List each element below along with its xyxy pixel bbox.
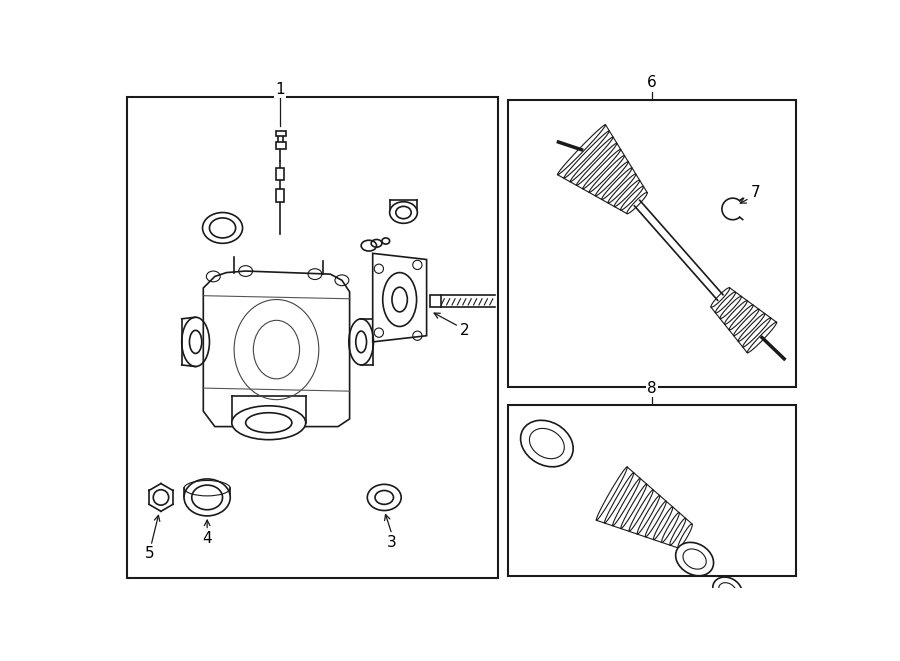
Bar — [276, 168, 284, 180]
Bar — [276, 141, 285, 149]
Ellipse shape — [232, 406, 306, 440]
Ellipse shape — [529, 428, 564, 459]
Ellipse shape — [520, 420, 573, 467]
Ellipse shape — [713, 577, 742, 603]
Ellipse shape — [676, 543, 714, 576]
Polygon shape — [373, 253, 427, 342]
Bar — [275, 131, 286, 136]
Polygon shape — [203, 271, 349, 426]
Bar — [508, 100, 796, 387]
Text: 4: 4 — [202, 531, 212, 546]
Text: 1: 1 — [275, 82, 285, 97]
Ellipse shape — [807, 655, 860, 661]
Text: 5: 5 — [145, 546, 154, 561]
Ellipse shape — [367, 485, 401, 510]
Ellipse shape — [184, 479, 230, 516]
Ellipse shape — [390, 202, 418, 223]
Text: 2: 2 — [460, 323, 470, 338]
Text: 6: 6 — [647, 75, 657, 91]
Bar — [276, 190, 284, 202]
Bar — [508, 405, 796, 576]
Text: 7: 7 — [751, 184, 760, 200]
Text: 8: 8 — [647, 381, 657, 396]
Bar — [127, 97, 498, 578]
Text: 3: 3 — [387, 535, 397, 549]
Bar — [430, 295, 441, 307]
